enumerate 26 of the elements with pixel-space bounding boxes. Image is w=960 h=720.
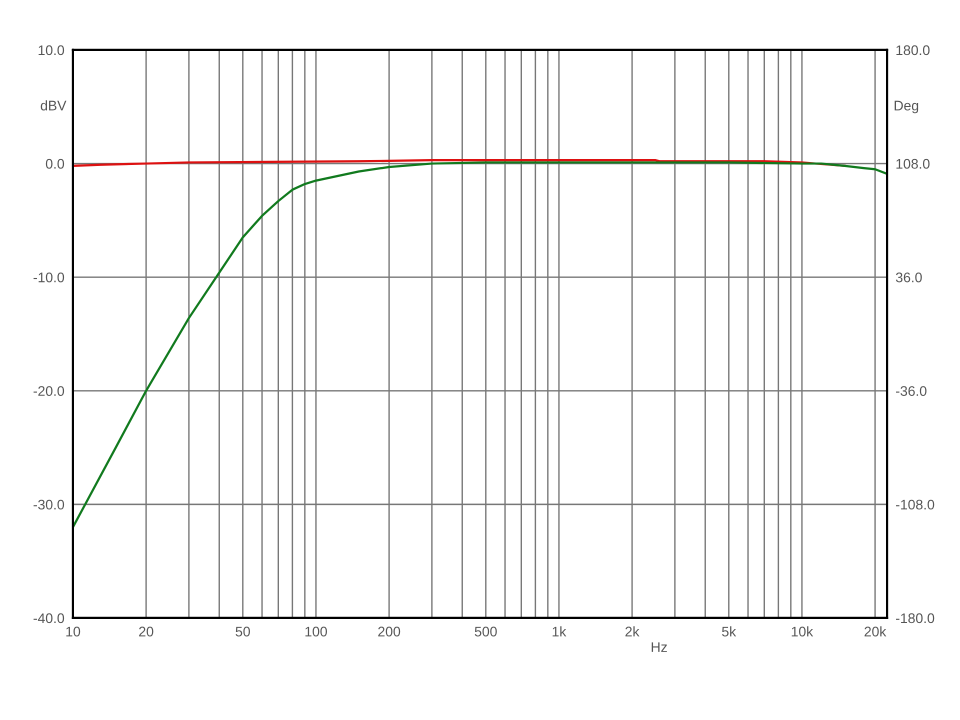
x-axis-title: Hz	[652, 642, 667, 652]
x-tick-label: 10	[66, 626, 80, 637]
y-tick-label: -40.0	[34, 613, 64, 624]
y2-tick-label: 108.0	[896, 158, 930, 169]
x-tick-label: 200	[378, 626, 400, 637]
y-tick-label: -30.0	[34, 500, 64, 510]
x-tick-label: 20k	[864, 626, 886, 637]
y2-tick-label: -180.0	[896, 613, 934, 624]
x-tick-label: 5k	[722, 626, 736, 637]
y-tick-label: -20.0	[34, 386, 64, 396]
y-tick-label: 0.0	[46, 158, 64, 169]
y2-tick-label: -36.0	[896, 386, 926, 396]
x-tick-label: 2k	[625, 626, 640, 636]
y-axis-title: dBV	[40, 100, 66, 110]
x-tick-label: 1k	[552, 626, 566, 636]
x-tick-label: 500	[474, 626, 497, 637]
x-tick-label: 50	[236, 626, 250, 637]
x-tick-label: 20	[139, 626, 154, 637]
y2-axis-title: Deg	[894, 100, 918, 114]
x-tick-label: 100	[305, 626, 327, 637]
y2-tick-label: 36.0	[896, 272, 922, 282]
y2-tick-label: -108.0	[896, 500, 934, 510]
y-tick-label: 10.0	[38, 45, 64, 56]
x-tick-label: 10k	[792, 626, 814, 637]
y2-tick-label: 180.0	[896, 45, 930, 56]
y-tick-label: -10.0	[34, 272, 64, 282]
